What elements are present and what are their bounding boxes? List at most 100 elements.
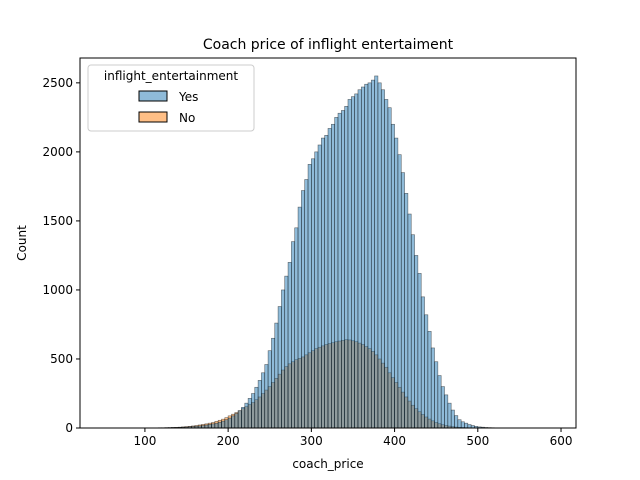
bar-yes xyxy=(254,386,259,429)
bar-yes xyxy=(211,423,216,429)
bar-yes xyxy=(404,193,409,429)
bar-yes xyxy=(214,422,219,429)
x-tick-label: 600 xyxy=(550,434,573,448)
x-tick-label: 200 xyxy=(217,434,240,448)
y-tick-label: 2000 xyxy=(42,145,73,159)
legend: inflight_entertainment Yes No xyxy=(87,64,255,132)
bar-yes xyxy=(261,372,266,429)
bar-yes xyxy=(227,417,232,429)
bar-yes xyxy=(307,164,312,429)
bar-yes xyxy=(354,93,359,429)
bar-yes xyxy=(444,394,449,429)
bar-yes xyxy=(331,123,335,429)
bar-yes xyxy=(397,154,402,429)
bar-yes xyxy=(370,79,375,429)
legend-swatch-yes xyxy=(138,90,168,102)
bar-yes xyxy=(321,137,325,429)
bar-yes xyxy=(317,144,322,429)
bar-yes xyxy=(274,322,279,429)
bar-yes xyxy=(394,137,399,429)
plot-frame xyxy=(79,57,577,429)
bar-yes xyxy=(414,255,419,429)
bar-yes xyxy=(430,347,435,429)
bar-yes xyxy=(217,421,222,429)
bar-yes xyxy=(467,424,472,429)
bar-yes xyxy=(257,380,262,429)
bar-yes xyxy=(350,96,355,429)
legend-swatch-no xyxy=(138,111,168,123)
x-axis-label: coach_price xyxy=(292,457,363,471)
x-tick-label: 400 xyxy=(383,434,406,448)
bar-yes xyxy=(287,262,292,429)
bar-yes xyxy=(400,172,405,429)
x-tick-label: 100 xyxy=(133,434,156,448)
bars-layer xyxy=(98,75,509,429)
bar-yes xyxy=(251,393,256,429)
bar-yes xyxy=(237,410,242,429)
bar-yes xyxy=(324,135,329,429)
bar-yes xyxy=(377,82,382,429)
y-tick-label: 1500 xyxy=(42,214,73,228)
bar-yes xyxy=(311,158,315,429)
bar-yes xyxy=(304,179,309,429)
bar-yes xyxy=(231,415,236,429)
bar-yes xyxy=(327,128,332,429)
bar-yes xyxy=(267,350,272,429)
legend-label-no: No xyxy=(179,111,195,125)
bar-yes xyxy=(437,375,442,429)
bar-yes xyxy=(387,107,392,429)
bar-yes xyxy=(410,234,415,429)
bar-yes xyxy=(360,86,365,429)
bar-yes xyxy=(374,75,379,429)
bar-yes xyxy=(291,241,296,429)
legend-box xyxy=(87,64,255,132)
bar-yes xyxy=(457,419,462,429)
bar-yes xyxy=(454,415,459,429)
bar-yes xyxy=(460,421,465,429)
bar-yes xyxy=(271,337,276,429)
x-tick-label: 500 xyxy=(466,434,489,448)
bar-yes xyxy=(334,117,339,429)
bar-yes xyxy=(464,422,469,429)
axes-layer: 100 200 300 400 500 600 0 500 1000 1500 2000 2500 xyxy=(42,76,572,448)
bar-yes xyxy=(247,398,252,429)
bar-yes xyxy=(264,364,269,429)
legend-title: inflight_entertainment xyxy=(104,69,238,83)
y-axis-label: Count xyxy=(15,225,29,261)
x-tick-label: 300 xyxy=(300,434,323,448)
bar-yes xyxy=(221,420,226,429)
bar-yes xyxy=(427,331,432,429)
bar-yes xyxy=(337,112,342,429)
bar-yes xyxy=(424,314,429,429)
bar-yes xyxy=(234,413,239,429)
bar-yes xyxy=(224,419,229,429)
y-tick-label: 0 xyxy=(65,421,73,435)
bar-yes xyxy=(341,110,345,429)
bar-yes xyxy=(417,273,422,429)
bar-yes xyxy=(364,83,369,429)
y-tick-label: 2500 xyxy=(42,76,73,90)
bar-yes xyxy=(347,99,352,429)
bar-yes xyxy=(294,227,299,429)
chart-title: Coach price of inflight entertaiment xyxy=(203,37,454,53)
bar-yes xyxy=(297,206,302,429)
bar-yes xyxy=(407,213,412,429)
bar-yes xyxy=(447,402,452,429)
bar-yes xyxy=(384,99,389,429)
bar-yes xyxy=(344,106,349,429)
legend-label-yes: Yes xyxy=(178,90,198,104)
bar-yes xyxy=(281,289,286,429)
bar-yes xyxy=(284,275,289,429)
bar-yes xyxy=(434,361,439,429)
bar-yes xyxy=(450,409,455,429)
y-tick-label: 1000 xyxy=(42,283,73,297)
y-tick-label: 500 xyxy=(50,352,73,366)
bar-yes xyxy=(301,190,305,429)
bar-yes xyxy=(390,123,395,429)
bar-yes xyxy=(440,386,445,429)
bar-yes xyxy=(241,406,246,429)
bar-yes xyxy=(380,89,385,429)
bar-yes xyxy=(420,296,425,429)
bar-yes xyxy=(277,306,282,429)
